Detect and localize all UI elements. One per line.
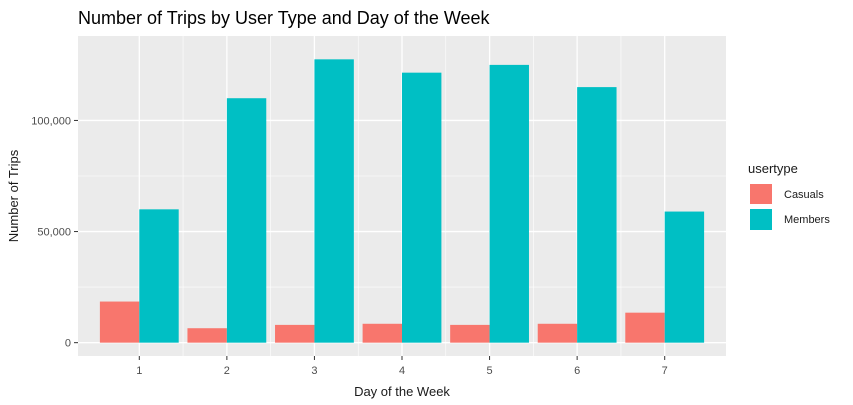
x-tick-label: 4 <box>399 365 405 377</box>
y-tick-label: 100,000 <box>31 115 71 127</box>
x-tick-label: 1 <box>136 365 142 377</box>
x-tick-label: 7 <box>662 365 668 377</box>
x-tick-label: 6 <box>574 365 580 377</box>
bar-casuals-7 <box>625 312 665 343</box>
bar-casuals-2 <box>187 328 227 343</box>
y-tick-label: 0 <box>65 338 71 350</box>
bar-members-4 <box>402 72 442 343</box>
bar-members-2 <box>226 98 267 343</box>
legend-swatch-members <box>750 209 772 230</box>
bar-casuals-6 <box>537 323 578 343</box>
x-tick-label: 2 <box>224 365 230 377</box>
bar-casuals-5 <box>450 324 490 343</box>
bar-members-7 <box>664 211 705 343</box>
legend: usertype Casuals Members <box>748 161 830 230</box>
axis-ticks: 0 50,000 100,000 1 2 3 4 5 6 7 <box>31 115 668 377</box>
x-axis-label: Day of the Week <box>354 384 450 399</box>
y-tick-label: 50,000 <box>37 227 71 239</box>
bar-members-6 <box>577 87 617 343</box>
legend-title: usertype <box>748 161 798 176</box>
bar-members-5 <box>489 64 529 343</box>
y-axis-label: Number of Trips <box>6 149 21 242</box>
bar-casuals-3 <box>275 324 315 343</box>
legend-label-casuals: Casuals <box>784 189 824 201</box>
bars <box>99 59 705 343</box>
bar-members-3 <box>314 59 354 343</box>
x-tick-label: 3 <box>311 365 317 377</box>
x-tick-label: 5 <box>487 365 493 377</box>
legend-swatch-casuals <box>750 184 772 204</box>
bar-casuals-1 <box>99 301 140 343</box>
bar-members-1 <box>139 209 179 343</box>
bar-casuals-4 <box>362 323 402 343</box>
chart-title: Number of Trips by User Type and Day of … <box>78 8 491 28</box>
legend-label-members: Members <box>784 214 830 226</box>
